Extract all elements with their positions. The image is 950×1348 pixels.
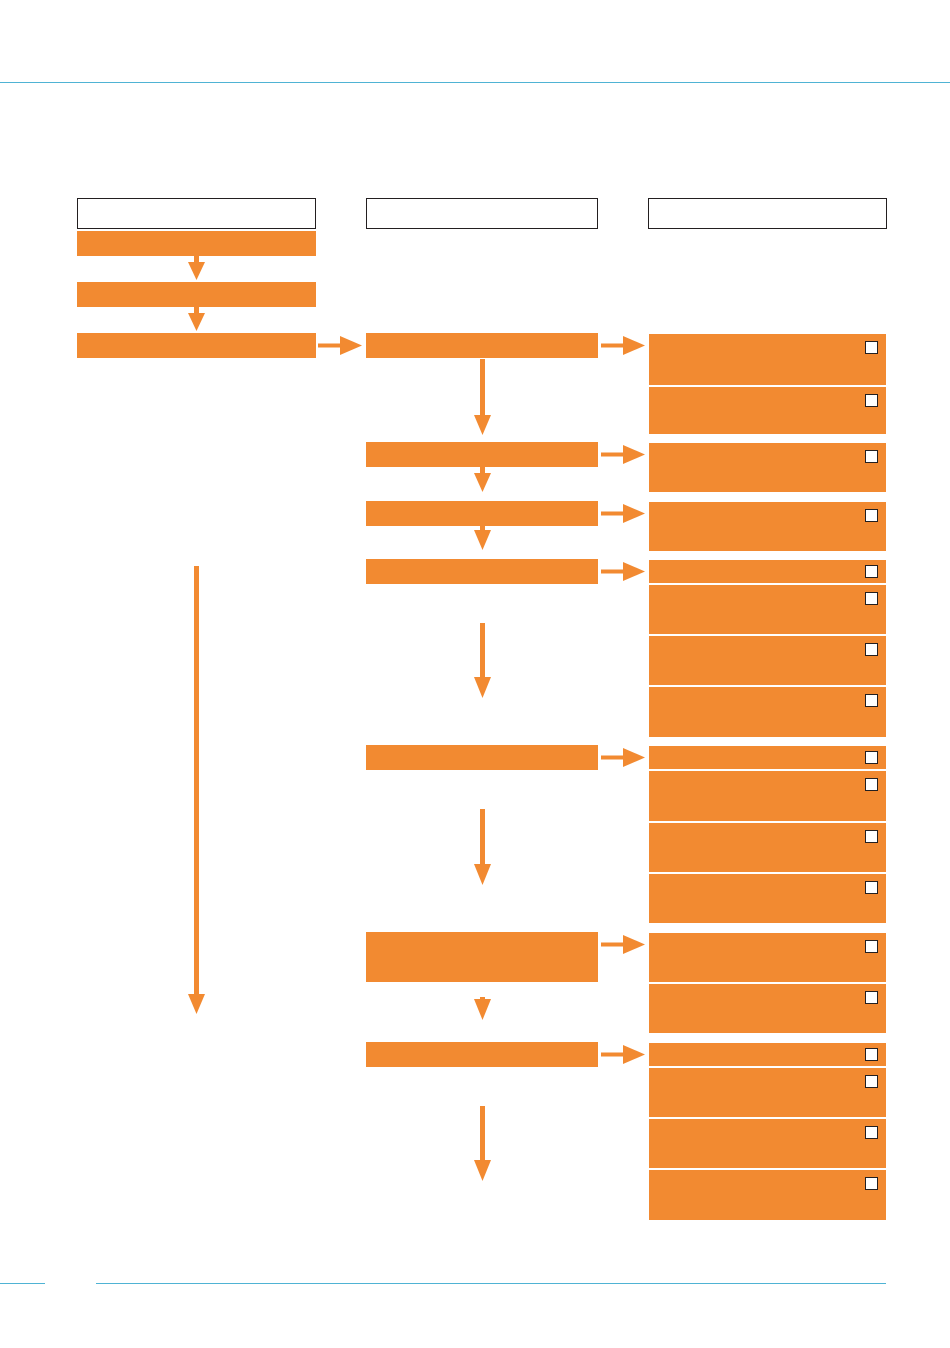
checkbox[interactable] <box>865 341 878 354</box>
checkbox[interactable] <box>865 643 878 656</box>
col2-step-4 <box>366 559 598 584</box>
arrow-down-icon <box>188 307 205 331</box>
col1-step-2 <box>77 282 316 307</box>
arrow-right-icon <box>318 336 362 355</box>
checkbox[interactable] <box>865 694 878 707</box>
bottom-rule-left <box>0 1283 45 1284</box>
checklist-item <box>649 1119 886 1168</box>
arrow-down-icon <box>474 809 491 885</box>
col1-step-3 <box>77 333 316 358</box>
checklist-item <box>649 387 886 434</box>
column-header-1 <box>77 198 316 229</box>
checkbox[interactable] <box>865 940 878 953</box>
arrow-right-icon <box>601 935 645 954</box>
col2-step-6 <box>366 932 598 982</box>
checkbox[interactable] <box>865 1126 878 1139</box>
checklist-item <box>649 746 886 769</box>
checklist-item <box>649 560 886 583</box>
checklist-item <box>649 1170 886 1220</box>
column-header-3 <box>648 198 887 229</box>
checkbox[interactable] <box>865 450 878 463</box>
checklist-item <box>649 334 886 385</box>
col2-step-1 <box>366 333 598 358</box>
arrow-right-icon <box>601 336 645 355</box>
column-header-2 <box>366 198 598 229</box>
arrow-down-icon <box>188 256 205 280</box>
checklist-item <box>649 874 886 923</box>
arrow-down-icon <box>188 566 205 1014</box>
checklist-item <box>649 771 886 821</box>
checkbox[interactable] <box>865 509 878 522</box>
checklist-item <box>649 585 886 634</box>
arrow-right-icon <box>601 445 645 464</box>
checkbox[interactable] <box>865 778 878 791</box>
checklist-item <box>649 1068 886 1117</box>
arrow-right-icon <box>601 562 645 581</box>
checkbox[interactable] <box>865 394 878 407</box>
arrow-right-icon <box>601 748 645 767</box>
arrow-down-icon <box>474 526 491 550</box>
checklist-item <box>649 443 886 492</box>
checkbox[interactable] <box>865 830 878 843</box>
checklist-item <box>649 933 886 982</box>
arrow-right-icon <box>601 504 645 523</box>
col2-step-7 <box>366 1042 598 1067</box>
checklist-item <box>649 636 886 685</box>
checkbox[interactable] <box>865 751 878 764</box>
col1-step-1 <box>77 231 316 256</box>
top-rule <box>0 82 950 83</box>
checkbox[interactable] <box>865 881 878 894</box>
checklist-item <box>649 823 886 872</box>
bottom-rule-right <box>96 1283 886 1284</box>
checkbox[interactable] <box>865 565 878 578</box>
checkbox[interactable] <box>865 1075 878 1088</box>
arrow-down-icon <box>474 623 491 698</box>
checkbox[interactable] <box>865 1048 878 1061</box>
checkbox[interactable] <box>865 1177 878 1190</box>
arrow-right-icon <box>601 1045 645 1064</box>
arrow-down-icon <box>474 467 491 492</box>
col2-step-5 <box>366 745 598 770</box>
arrow-down-icon <box>474 359 491 435</box>
arrow-down-icon <box>474 997 491 1020</box>
checkbox[interactable] <box>865 592 878 605</box>
checklist-item <box>649 687 886 737</box>
checklist-item <box>649 984 886 1033</box>
checkbox[interactable] <box>865 991 878 1004</box>
col2-step-3 <box>366 501 598 526</box>
arrow-down-icon <box>474 1106 491 1181</box>
checklist-item <box>649 1043 886 1066</box>
col2-step-2 <box>366 442 598 467</box>
checklist-item <box>649 502 886 551</box>
